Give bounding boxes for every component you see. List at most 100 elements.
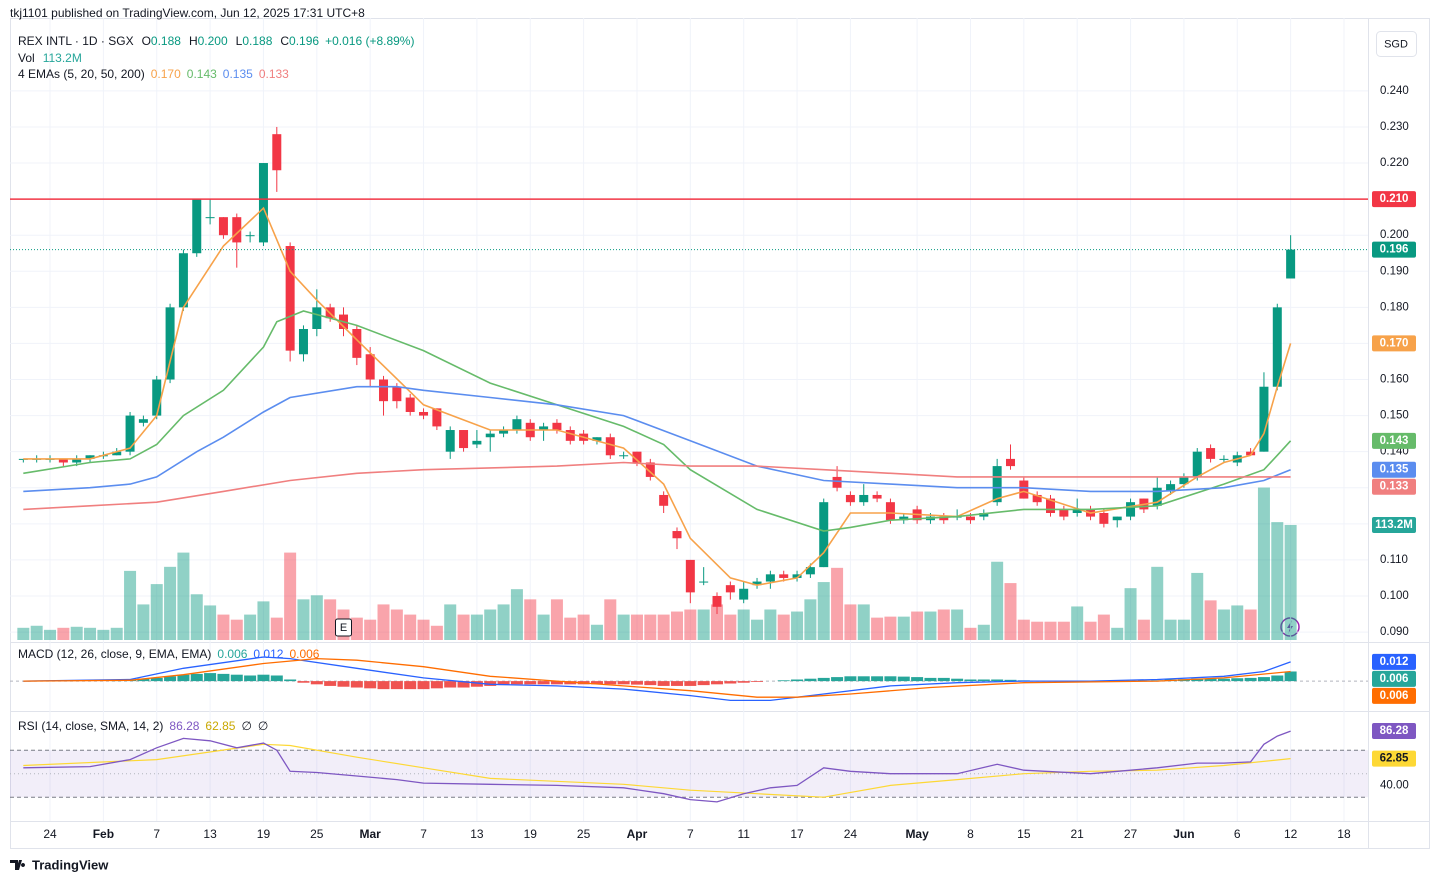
volume-bar bbox=[110, 627, 123, 640]
candle-body bbox=[472, 440, 482, 445]
histogram-bar bbox=[844, 676, 857, 682]
legend-layer: REX INTL · 1D · SGX O0.188 H0.200 L0.188 C0.… bbox=[18, 34, 414, 733]
volume-bar bbox=[124, 570, 137, 640]
volume-bar bbox=[1164, 619, 1177, 640]
volume-bar bbox=[537, 614, 550, 640]
price-tag-label: 0.196 bbox=[1380, 244, 1409, 256]
frame bbox=[10, 18, 1430, 849]
volume-bar bbox=[377, 604, 390, 640]
candle-body bbox=[1072, 509, 1082, 514]
volume-bar bbox=[1017, 619, 1030, 640]
candle-body bbox=[725, 585, 735, 593]
brand-name[interactable]: TradingView bbox=[32, 857, 109, 872]
histogram-bar bbox=[564, 681, 577, 685]
candle-body bbox=[218, 217, 228, 236]
ohlc-value: 0.188 bbox=[242, 34, 272, 48]
histogram-bar bbox=[857, 676, 870, 682]
brand-logo[interactable]: TradingView bbox=[10, 857, 109, 872]
y-tick-label: 0.190 bbox=[1380, 265, 1409, 277]
currency-button-box[interactable] bbox=[1376, 31, 1417, 57]
candle-body bbox=[258, 163, 268, 243]
candle-body bbox=[138, 419, 148, 423]
x-tick-label: Feb bbox=[93, 827, 114, 841]
volume-bar bbox=[724, 614, 737, 640]
histogram-bar bbox=[270, 675, 283, 682]
candle-body bbox=[112, 451, 122, 456]
histogram-bar bbox=[1231, 678, 1244, 682]
candle-body bbox=[125, 415, 135, 452]
candle-body bbox=[272, 134, 282, 171]
volume-bar bbox=[417, 619, 430, 640]
volume-bar bbox=[1084, 621, 1097, 640]
alert-icon[interactable] bbox=[1280, 617, 1300, 637]
histogram-bar bbox=[337, 681, 350, 687]
histogram-bar bbox=[1217, 678, 1230, 682]
candle-body bbox=[512, 419, 522, 431]
candle-body bbox=[832, 476, 842, 488]
histogram-bar bbox=[470, 681, 483, 687]
volume-bar bbox=[1071, 606, 1084, 640]
histogram-bar bbox=[177, 674, 190, 682]
brand-icon[interactable] bbox=[10, 860, 26, 870]
y-tick-label: 0.220 bbox=[1380, 157, 1409, 169]
volume-bar bbox=[951, 609, 964, 640]
histogram-bar bbox=[137, 678, 150, 682]
candle-body bbox=[739, 588, 749, 600]
histogram-bar bbox=[417, 681, 430, 690]
volume-bar bbox=[1257, 487, 1270, 640]
ohlc-value: 0.196 bbox=[289, 34, 319, 48]
candle-body bbox=[1259, 386, 1269, 452]
x-tick-label: 17 bbox=[790, 827, 804, 841]
histogram-bar bbox=[377, 681, 390, 690]
legend-row: REX INTL · 1D · SGX O0.188 H0.200 L0.188 C0.… bbox=[18, 34, 414, 48]
volume-bar bbox=[1191, 572, 1204, 640]
volume-bar bbox=[857, 604, 870, 640]
price-tag bbox=[1372, 687, 1416, 704]
candle-body bbox=[1019, 480, 1029, 499]
candle-body bbox=[365, 354, 375, 380]
histogram-bar bbox=[1244, 677, 1257, 682]
volume-bar bbox=[510, 589, 523, 640]
histogram-bar bbox=[1271, 675, 1284, 682]
histogram-bar bbox=[404, 681, 417, 690]
candle-body bbox=[592, 437, 602, 441]
histogram-bar bbox=[257, 674, 270, 682]
histogram-bar bbox=[324, 681, 337, 686]
histogram-bar bbox=[951, 678, 964, 682]
currency-label[interactable]: SGD bbox=[1384, 38, 1408, 50]
currency-button[interactable]: SGD bbox=[1376, 31, 1417, 57]
candle-body bbox=[485, 433, 495, 438]
price-tag bbox=[1372, 432, 1416, 449]
x-tick-label: 12 bbox=[1284, 827, 1298, 841]
ema-title: 4 EMAs (5, 20, 50, 200) bbox=[18, 67, 145, 81]
price-tag bbox=[1372, 335, 1416, 352]
volume-bar bbox=[1111, 627, 1124, 640]
marks-layer bbox=[18, 126, 1297, 690]
x-tick-label: 24 bbox=[43, 827, 57, 841]
candle-body bbox=[445, 430, 455, 452]
histogram-bar bbox=[697, 681, 710, 686]
x-tick-label: 15 bbox=[1017, 827, 1031, 841]
candle-body bbox=[379, 379, 389, 402]
histogram-bar bbox=[297, 681, 310, 683]
price-tag bbox=[1372, 516, 1416, 533]
candle-body bbox=[352, 329, 362, 358]
legend-row: RSI (14, close, SMA, 14, 2) 86.28 62.85 ∅ ∅ bbox=[18, 719, 268, 733]
alert-bolt[interactable] bbox=[1287, 620, 1293, 634]
volume-bar bbox=[831, 567, 844, 640]
volume-bar bbox=[284, 552, 297, 640]
candle-body bbox=[72, 458, 82, 463]
volume-bar bbox=[17, 627, 30, 640]
histogram-bar bbox=[244, 675, 257, 682]
volume-bar bbox=[137, 604, 150, 640]
histogram-bar bbox=[644, 681, 657, 686]
ohlc-key: C bbox=[280, 34, 289, 48]
ohlc-key: L bbox=[236, 34, 243, 48]
volume-bar bbox=[270, 617, 283, 640]
volume-bar bbox=[1031, 621, 1044, 640]
histogram-bar bbox=[657, 681, 670, 686]
ema-line bbox=[23, 206, 1292, 587]
volume-bar bbox=[684, 609, 697, 640]
histogram-bar bbox=[364, 681, 377, 689]
macd-value: 0.012 bbox=[253, 647, 283, 661]
